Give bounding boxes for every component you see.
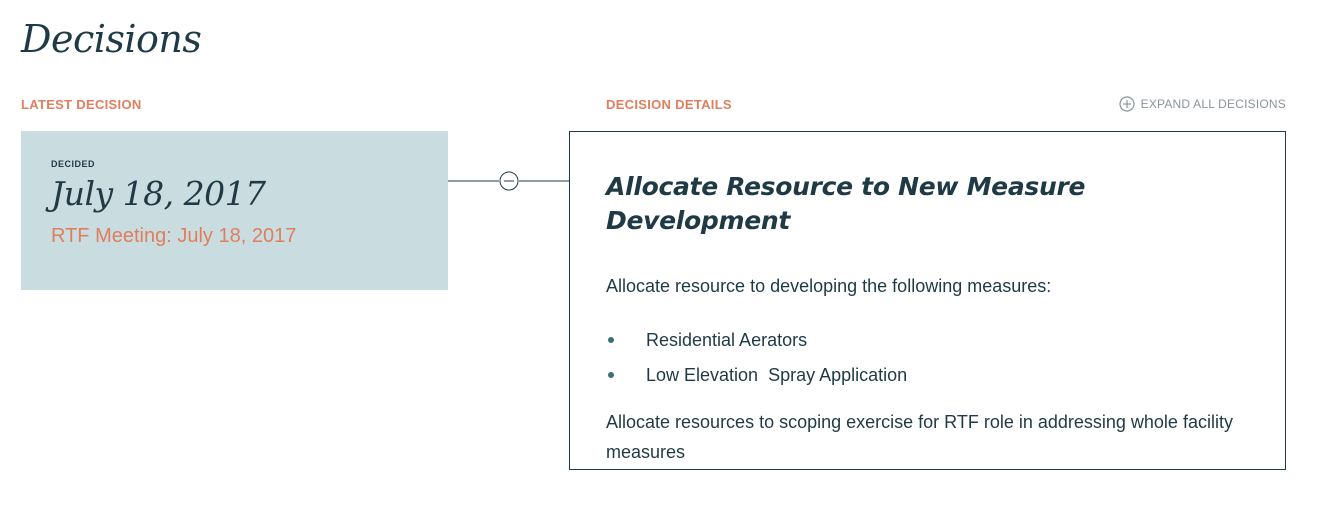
- list-item: Residential Aerators: [606, 328, 1249, 352]
- list-item-label: Low Elevation Spray Application: [646, 365, 908, 385]
- decided-label: DECIDED: [51, 159, 96, 169]
- minus-circle-icon[interactable]: [499, 171, 519, 191]
- bullet-icon: [608, 372, 614, 378]
- decided-date: July 18, 2017: [51, 174, 266, 213]
- plus-circle-icon: [1119, 96, 1135, 112]
- decision-details-card: Allocate Resource to New Measure Develop…: [569, 131, 1286, 470]
- latest-decision-card: DECIDED July 18, 2017 RTF Meeting: July …: [21, 131, 448, 290]
- decision-intro: Allocate resource to developing the foll…: [606, 276, 1052, 296]
- decision-connector: [448, 171, 570, 191]
- measures-list: Residential Aerators Low Elevation Spray…: [606, 328, 1249, 387]
- expand-all-label: EXPAND ALL DECISIONS: [1140, 97, 1286, 111]
- decision-title: Allocate Resource to New Measure Develop…: [606, 172, 1086, 235]
- bullet-icon: [608, 337, 614, 343]
- decision-outro: Allocate resources to scoping exercise f…: [606, 412, 1233, 462]
- page-title: Decisions: [21, 17, 202, 61]
- decision-details-label: DECISION DETAILS: [606, 97, 732, 112]
- list-item-label: Residential Aerators: [646, 330, 808, 350]
- list-item: Low Elevation Spray Application: [606, 363, 1249, 387]
- latest-decision-label: LATEST DECISION: [21, 97, 142, 112]
- meeting-link[interactable]: RTF Meeting: July 18, 2017: [51, 225, 297, 247]
- expand-all-decisions-button[interactable]: EXPAND ALL DECISIONS: [1119, 96, 1286, 112]
